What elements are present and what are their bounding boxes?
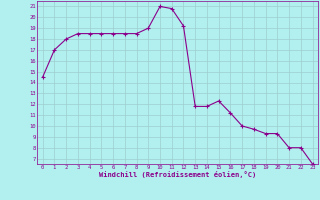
- X-axis label: Windchill (Refroidissement éolien,°C): Windchill (Refroidissement éolien,°C): [99, 171, 256, 178]
